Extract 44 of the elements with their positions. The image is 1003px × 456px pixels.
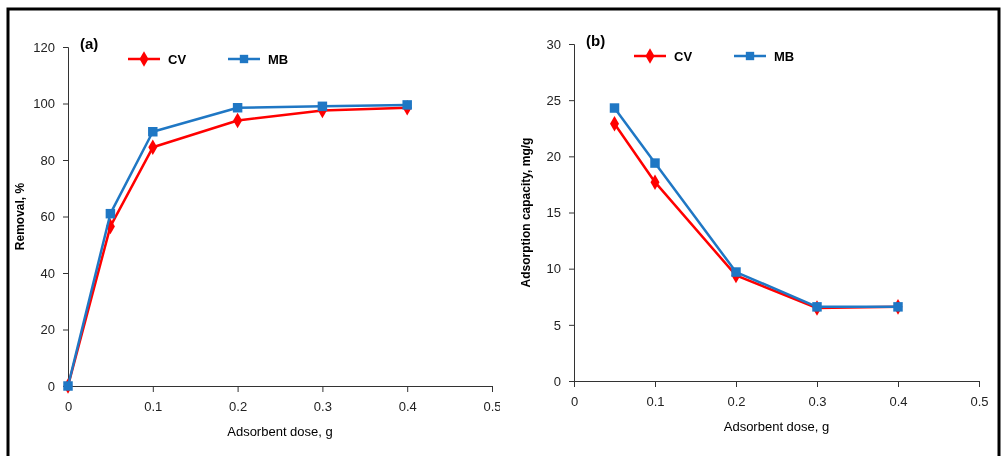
legend-label: MB <box>774 49 795 64</box>
y-axis-title: Adsorption capacity, mg/g <box>519 137 533 288</box>
point <box>148 127 158 137</box>
y-tick-label: 30 <box>546 36 561 52</box>
point <box>317 101 328 112</box>
point <box>812 302 822 312</box>
x-tick-label: 0 <box>64 399 73 415</box>
x-tick-label: 0.1 <box>646 394 665 410</box>
y-tick-label: 5 <box>553 317 561 333</box>
x-tick-label: 0.3 <box>808 394 827 410</box>
y-tick-label: 10 <box>546 261 561 277</box>
legend-label: CV <box>674 49 693 64</box>
y-tick-label: 60 <box>40 209 55 225</box>
x-axis-title: Adsorbent dose, g <box>723 419 830 434</box>
y-axis-title: Removal, % <box>13 182 27 251</box>
point <box>232 102 243 113</box>
legend-label: CV <box>168 52 187 67</box>
legend-label: MB <box>268 52 289 67</box>
y-tick-label: 15 <box>546 205 561 221</box>
x-tick-label: 0.3 <box>313 399 332 415</box>
x-tick-label: 0.2 <box>229 399 248 415</box>
chart-title: (b) <box>586 32 606 49</box>
y-tick-label: 20 <box>546 148 561 164</box>
point <box>402 100 412 110</box>
y-tick-label: 120 <box>33 39 55 55</box>
x-tick-label: 0.4 <box>398 399 417 415</box>
x-tick-label: 0.1 <box>144 399 163 415</box>
point <box>731 267 741 277</box>
y-tick-label: 0 <box>47 378 55 394</box>
y-tick-label: 40 <box>40 265 55 281</box>
x-axis-title: Adsorbent dose, g <box>227 424 333 439</box>
point <box>105 208 116 219</box>
y-tick-label: 100 <box>33 96 55 112</box>
y-tick-label: 80 <box>40 152 55 168</box>
point <box>650 158 660 168</box>
x-tick-label: 0 <box>570 394 579 410</box>
chart-title: (a) <box>80 35 99 52</box>
y-tick-label: 25 <box>546 92 561 108</box>
x-tick-label: 0.2 <box>727 394 746 410</box>
x-tick-label: 0.5 <box>970 394 989 410</box>
x-tick-label: 0.4 <box>889 394 908 410</box>
point <box>609 103 620 113</box>
y-tick-label: 0 <box>553 373 561 389</box>
y-tick-label: 20 <box>40 322 55 338</box>
